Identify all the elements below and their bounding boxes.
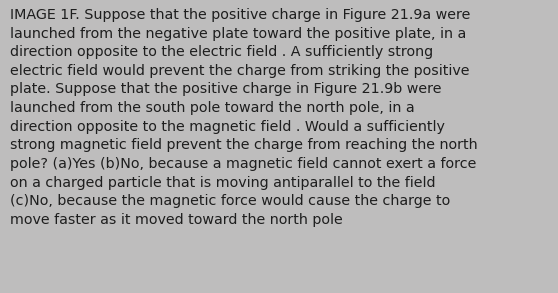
Text: IMAGE 1F. Suppose that the positive charge in Figure 21.9a were
launched from th: IMAGE 1F. Suppose that the positive char… (10, 8, 478, 227)
